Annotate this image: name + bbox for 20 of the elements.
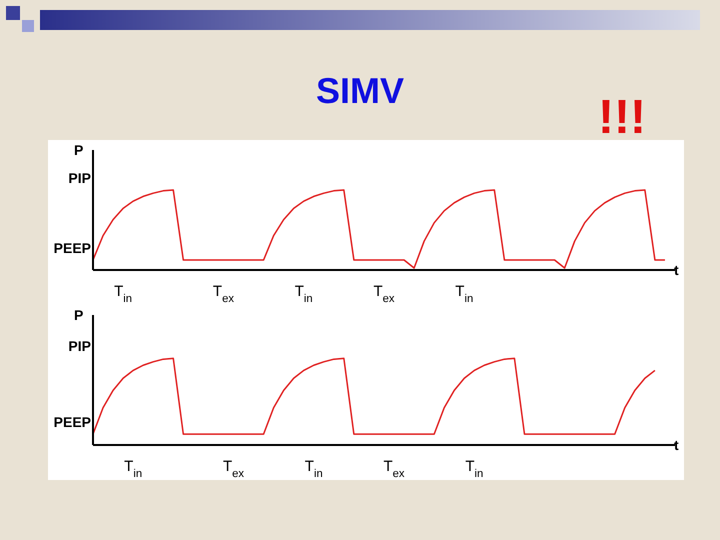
- text: !!!: [598, 91, 646, 144]
- x-tick-label: T$_{in}$: [465, 458, 484, 480]
- y-axis-title: P: [74, 307, 84, 323]
- x-tick-label: T$_{in}$: [114, 283, 132, 305]
- x-axis-title: t: [674, 262, 679, 278]
- x-tick-label: T$_{in}$: [455, 283, 474, 305]
- text: PEEP: [54, 414, 91, 430]
- x-tick-label: T$_{in}$: [304, 458, 323, 480]
- text: PIP: [68, 338, 91, 354]
- x-axis-title: t: [674, 437, 679, 453]
- text: PIP: [68, 170, 91, 186]
- x-tick-label: T$_{in}$: [124, 458, 142, 480]
- text: PEEP: [54, 240, 91, 256]
- x-tick-label: T$_{ex}$: [222, 458, 244, 480]
- x-tick-label: T$_{ex}$: [373, 283, 395, 305]
- x-tick-label: T$_{in}$: [294, 283, 313, 305]
- x-tick-label: T$_{ex}$: [384, 458, 405, 480]
- x-tick-label: T$_{ex}$: [212, 283, 234, 305]
- y-axis-title: P: [74, 142, 84, 158]
- chart-title: SIMV: [316, 70, 404, 111]
